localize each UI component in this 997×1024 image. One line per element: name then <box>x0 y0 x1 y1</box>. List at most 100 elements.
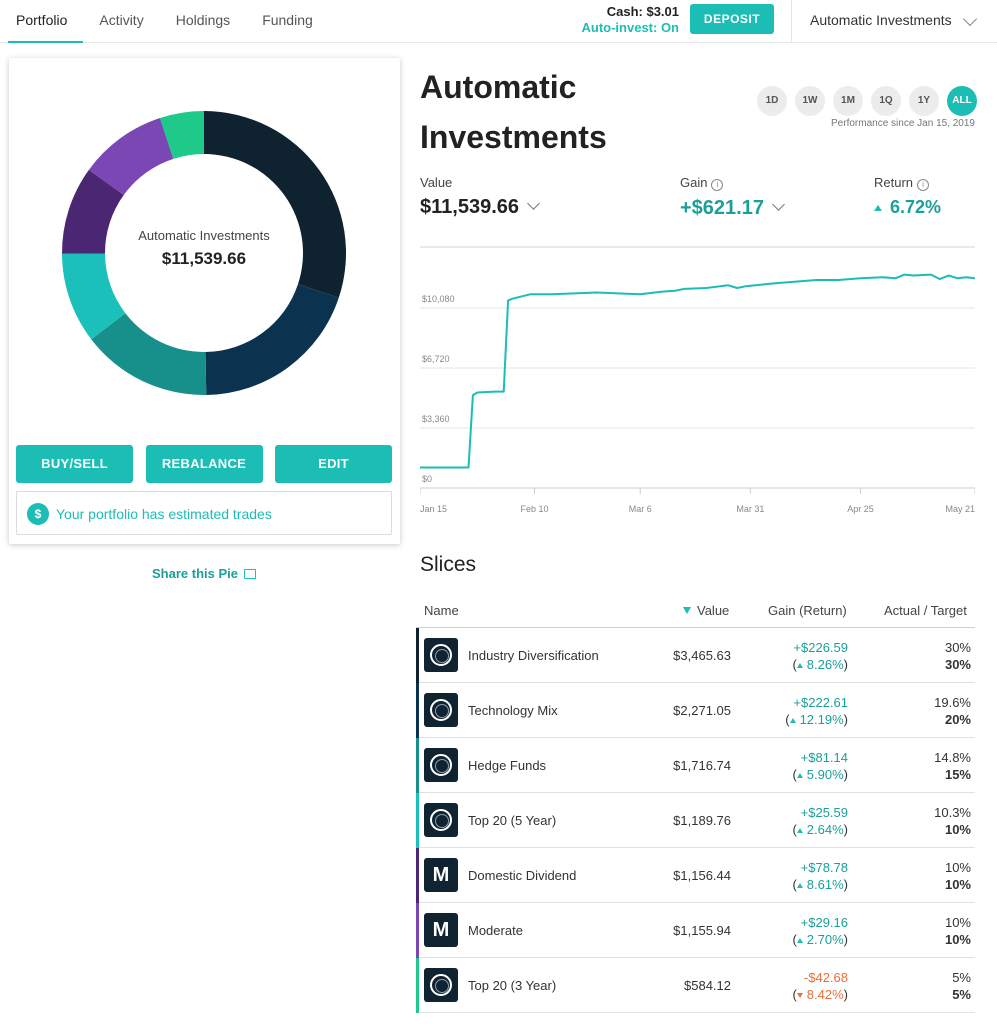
m-logo-icon: M <box>432 919 450 941</box>
x-tick-label: Mar 31 <box>736 504 764 514</box>
metric-value: Value $11,539.66 <box>420 175 540 219</box>
performance-chart[interactable]: $0 $3,360 $6,720 $10,080 Jan 15 Feb 10 Mar 6 Ma… <box>420 240 975 525</box>
pie-selector[interactable]: Automatic Investments <box>791 0 997 43</box>
slice-return: 5.90% <box>806 767 844 782</box>
pie-card: Automatic Investments $11,539.66 BUY/SEL… <box>9 58 400 544</box>
col-name[interactable]: Name <box>424 603 459 618</box>
period-1y-button[interactable]: 1Y <box>909 86 939 116</box>
table-row[interactable]: Hedge Funds $1,716.74 +$81.14(5.90%) 14.8% 1… <box>416 738 975 793</box>
triangle-up-icon <box>789 718 796 723</box>
donut-segment-1[interactable] <box>204 111 346 298</box>
slice-actual: 30% <box>944 640 971 655</box>
slice-return: 8.61% <box>806 877 844 892</box>
table-row[interactable]: Top 20 (3 Year) $584.12 -$42.68(8.42%) 5% 5% <box>416 958 975 1013</box>
slice-color-bar <box>416 683 419 738</box>
deposit-button[interactable]: DEPOSIT <box>690 4 774 34</box>
slice-actual-target: 30% 30% <box>945 639 971 673</box>
slice-gain-amount: +$25.59 <box>800 805 848 820</box>
table-row[interactable]: M Domestic Dividend $1,156.44 +$78.78(8.61%… <box>416 848 975 903</box>
slice-gain-amount: +$81.14 <box>800 750 848 765</box>
table-row[interactable]: Industry Diversification $3,465.63 +$226.5… <box>416 628 975 683</box>
slices-list: Industry Diversification $3,465.63 +$226.5… <box>416 628 975 1013</box>
ring-logo-icon <box>430 974 452 996</box>
x-tick-label: Mar 6 <box>629 504 652 514</box>
tab-activity[interactable]: Activity <box>99 12 144 28</box>
slice-gain: +$25.59(2.64%) <box>792 805 848 837</box>
slice-target: 5% <box>952 987 971 1002</box>
metric-value-dropdown[interactable]: $11,539.66 <box>420 196 540 219</box>
triangle-up-icon <box>796 883 803 888</box>
slice-target: 10% <box>944 932 971 947</box>
tab-funding[interactable]: Funding <box>262 12 313 28</box>
y-tick-label: $6,720 <box>422 354 450 364</box>
donut-segment-4[interactable] <box>62 253 126 340</box>
slice-gain: +$29.16(2.70%) <box>792 915 848 947</box>
info-icon[interactable]: i <box>711 179 724 191</box>
col-gain[interactable]: Gain (Return) <box>768 603 847 618</box>
estimated-trades-banner[interactable]: $ Your portfolio has estimated trades <box>16 491 392 535</box>
tab-holdings[interactable]: Holdings <box>175 12 231 28</box>
page-title: Automatic Investments <box>420 62 680 162</box>
share-pie-link[interactable]: Share this Pie <box>152 566 256 581</box>
slice-target: 30% <box>944 657 971 672</box>
rebalance-button[interactable]: REBALANCE <box>145 445 263 483</box>
period-all-button[interactable]: ALL <box>947 86 977 116</box>
buy-sell-button[interactable]: BUY/SELL <box>16 445 133 483</box>
slice-return: 2.70% <box>806 932 844 947</box>
metric-gain-dropdown[interactable]: +$621.17 <box>680 197 785 220</box>
performance-since: Performance since Jan 15, 2019 <box>831 118 975 129</box>
slices-table-header: Name Value Gain (Return) Actual / Target <box>416 598 975 628</box>
x-tick-label: Apr 25 <box>847 504 874 514</box>
series-line-1[interactable] <box>420 273 975 469</box>
ring-logo-icon <box>430 754 452 776</box>
donut-segment-5[interactable] <box>62 169 124 254</box>
slice-color-bar <box>416 848 419 903</box>
period-1q-button[interactable]: 1Q <box>871 86 901 116</box>
tab-portfolio[interactable]: Portfolio <box>0 0 84 43</box>
slice-return: 12.19% <box>799 712 844 727</box>
period-1m-button[interactable]: 1M <box>833 86 863 116</box>
share-pie-label: Share this Pie <box>152 566 238 581</box>
slice-logo <box>424 748 458 782</box>
slice-actual: 19.6% <box>934 695 971 710</box>
metric-return: Return i 6.72% <box>874 175 941 218</box>
slice-color-bar <box>416 958 419 1013</box>
cash-summary: Cash: $3.01 Auto-invest: On <box>582 4 680 36</box>
table-row[interactable]: Technology Mix $2,271.05 +$222.61(12.19%) 1… <box>416 683 975 738</box>
table-row[interactable]: M Moderate $1,155.94 +$29.16(2.70%) 10% 10% <box>416 903 975 958</box>
slice-name: Technology Mix <box>468 703 558 718</box>
slice-actual-target: 14.8% 15% <box>934 749 971 783</box>
donut-center-name: Automatic Investments <box>138 228 270 243</box>
slice-name: Hedge Funds <box>468 758 547 773</box>
slice-logo <box>424 803 458 837</box>
table-row[interactable]: Top 20 (5 Year) $1,189.76 +$25.59(2.64%) 10… <box>416 793 975 848</box>
chevron-down-icon <box>962 11 978 27</box>
y-tick-label: $3,360 <box>422 414 450 424</box>
triangle-up-icon <box>874 205 882 211</box>
donut-segment-6[interactable] <box>88 117 174 196</box>
slice-logo <box>424 968 458 1002</box>
slice-return: 2.64% <box>806 822 844 837</box>
donut-segment-3[interactable] <box>91 313 207 396</box>
donut-chart[interactable] <box>59 108 349 398</box>
slice-target: 15% <box>944 767 971 782</box>
period-1w-button[interactable]: 1W <box>795 86 825 116</box>
metric-return-amount: 6.72% <box>890 197 942 217</box>
slice-logo <box>424 638 458 672</box>
metric-gain-label: Gain <box>680 175 708 190</box>
slice-value: $1,155.94 <box>673 923 731 938</box>
metric-gain-amount: +$621.17 <box>680 197 764 219</box>
donut-segment-7[interactable] <box>159 111 204 159</box>
auto-invest-status[interactable]: Auto-invest: On <box>581 20 680 35</box>
slice-actual: 10% <box>944 915 971 930</box>
donut-segment-2[interactable] <box>205 284 339 395</box>
edit-button[interactable]: EDIT <box>275 445 392 483</box>
col-actual-target[interactable]: Actual / Target <box>884 603 967 618</box>
info-icon[interactable]: i <box>917 179 930 191</box>
slice-logo <box>424 693 458 727</box>
period-1d-button[interactable]: 1D <box>757 86 787 116</box>
metric-gain: Gain i +$621.17 <box>680 175 785 220</box>
col-value[interactable]: Value <box>683 603 729 618</box>
slice-value: $1,716.74 <box>673 758 731 773</box>
donut-center-value: $11,539.66 <box>161 249 247 268</box>
